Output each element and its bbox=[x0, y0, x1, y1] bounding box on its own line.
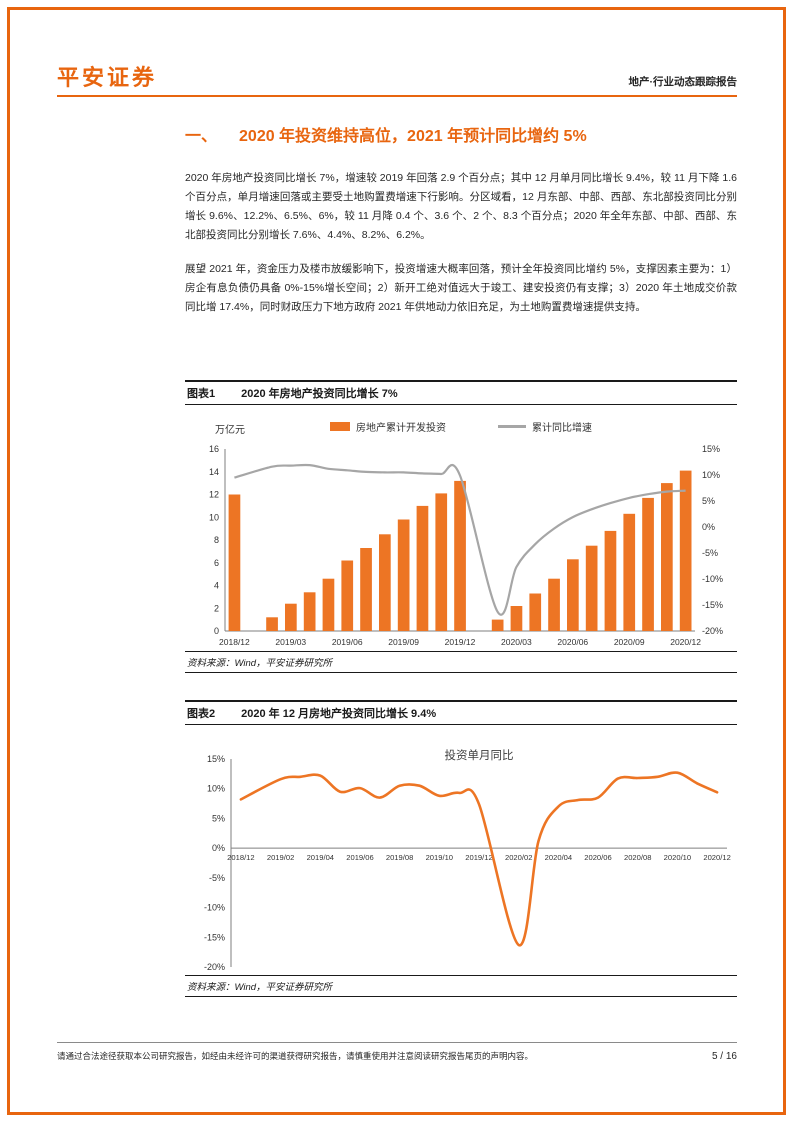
svg-text:-5%: -5% bbox=[209, 873, 225, 883]
report-body: 一、 2020 年投资维持高位，2021 年预计同比增约 5% 2020 年房地产… bbox=[185, 127, 737, 332]
svg-text:10%: 10% bbox=[702, 470, 720, 480]
figure2-chart-area: 投资单月同比 15% 10% 5% 0% -5% -10% -15% -20% 2018/12 2… bbox=[185, 725, 737, 975]
header-rule bbox=[57, 95, 737, 97]
legend-bar-label: 房地产累计开发投资 bbox=[356, 423, 446, 434]
svg-text:2020/04: 2020/04 bbox=[545, 853, 572, 862]
svg-text:-15%: -15% bbox=[702, 600, 723, 610]
svg-text:2: 2 bbox=[214, 603, 219, 613]
svg-text:2020/03: 2020/03 bbox=[501, 637, 532, 647]
svg-text:0%: 0% bbox=[212, 843, 225, 853]
section-title: 一、 2020 年投资维持高位，2021 年预计同比增约 5% bbox=[185, 127, 737, 147]
svg-text:2019/10: 2019/10 bbox=[426, 853, 453, 862]
figure1: 图表1 2020 年房地产投资同比增长 7% 房地产累计开发投资 累计同比增速 … bbox=[185, 380, 737, 673]
legend-line-label: 累计同比增速 bbox=[532, 423, 592, 434]
svg-text:2020/12: 2020/12 bbox=[703, 853, 730, 862]
figure2-chart-title: 投资单月同比 bbox=[444, 750, 514, 762]
svg-text:0: 0 bbox=[214, 626, 219, 636]
svg-text:2020/02: 2020/02 bbox=[505, 853, 532, 862]
svg-text:2019/06: 2019/06 bbox=[346, 853, 373, 862]
svg-text:-20%: -20% bbox=[204, 962, 225, 972]
svg-text:10: 10 bbox=[209, 512, 219, 522]
svg-text:2020/10: 2020/10 bbox=[664, 853, 691, 862]
figure1-title: 2020 年房地产投资同比增长 7% bbox=[241, 388, 398, 400]
svg-text:4: 4 bbox=[214, 581, 219, 591]
figure2: 图表2 2020 年 12 月房地产投资同比增长 9.4% 投资单月同比 15%… bbox=[185, 700, 737, 997]
line-swatch-icon bbox=[498, 425, 526, 428]
section-number: 一、 bbox=[185, 128, 218, 145]
svg-text:2018/12: 2018/12 bbox=[227, 853, 254, 862]
figure2-header: 图表2 2020 年 12 月房地产投资同比增长 9.4% bbox=[185, 702, 737, 725]
svg-text:-5%: -5% bbox=[702, 548, 718, 558]
svg-text:2020/08: 2020/08 bbox=[624, 853, 651, 862]
svg-text:8: 8 bbox=[214, 535, 219, 545]
figure1-label: 图表1 bbox=[187, 388, 216, 400]
figure1-source: 资料来源：Wind，平安证券研究所 bbox=[185, 651, 737, 673]
footer-disclaimer: 请通过合法途径获取本公司研究报告，如经由未经许可的渠道获得研究报告，请慎重使用并… bbox=[57, 1051, 534, 1061]
legend-item-bar: 房地产累计开发投资 bbox=[330, 419, 446, 434]
svg-text:2019/06: 2019/06 bbox=[332, 637, 363, 647]
svg-text:-15%: -15% bbox=[204, 932, 225, 942]
svg-text:2019/02: 2019/02 bbox=[267, 853, 294, 862]
figure2-title: 2020 年 12 月房地产投资同比增长 9.4% bbox=[241, 708, 437, 720]
page-footer: 请通过合法途径获取本公司研究报告，如经由未经许可的渠道获得研究报告，请慎重使用并… bbox=[57, 1042, 737, 1062]
svg-text:16: 16 bbox=[209, 444, 219, 454]
svg-text:10%: 10% bbox=[207, 784, 225, 794]
bar-swatch-icon bbox=[330, 422, 350, 431]
svg-text:2019/04: 2019/04 bbox=[307, 853, 334, 862]
figure1-unit-label: 万亿元 bbox=[215, 425, 245, 436]
footer-row: 请通过合法途径获取本公司研究报告，如经由未经许可的渠道获得研究报告，请慎重使用并… bbox=[57, 1050, 737, 1062]
footer-rule bbox=[57, 1042, 737, 1043]
pingan-securities-logo: 平安证券 bbox=[57, 65, 158, 90]
paragraph-investment-summary: 2020 年房地产投资同比增长 7%，增速较 2019 年回落 2.9 个百分点… bbox=[185, 172, 737, 241]
svg-text:2020/09: 2020/09 bbox=[614, 637, 645, 647]
svg-text:6: 6 bbox=[214, 558, 219, 568]
svg-text:2019/09: 2019/09 bbox=[388, 637, 419, 647]
svg-text:5%: 5% bbox=[212, 813, 225, 823]
svg-text:5%: 5% bbox=[702, 496, 715, 506]
svg-text:2019/08: 2019/08 bbox=[386, 853, 413, 862]
svg-text:15%: 15% bbox=[207, 754, 225, 764]
svg-text:2020/06: 2020/06 bbox=[557, 637, 588, 647]
figure1-legend: 房地产累计开发投资 累计同比增速 bbox=[185, 419, 737, 434]
figure2-line-chart: 15% 10% 5% 0% -5% -10% -15% -20% 2018/12 2019/02 2… bbox=[204, 754, 731, 972]
legend-item-line: 累计同比增速 bbox=[498, 419, 592, 434]
figure1-chart-area: 房地产累计开发投资 累计同比增速 万亿元 16 14 12 10 8 6 4 2 0 15% 10%… bbox=[185, 405, 737, 651]
svg-text:2019/12: 2019/12 bbox=[465, 853, 492, 862]
svg-text:0%: 0% bbox=[702, 522, 715, 532]
svg-text:2020/12: 2020/12 bbox=[670, 637, 701, 647]
svg-text:14: 14 bbox=[209, 467, 219, 477]
report-type-label: 地产·行业动态跟踪报告 bbox=[628, 76, 738, 88]
svg-text:-10%: -10% bbox=[702, 574, 723, 584]
svg-text:15%: 15% bbox=[702, 444, 720, 454]
svg-text:2019/12: 2019/12 bbox=[445, 637, 476, 647]
svg-text:2020/06: 2020/06 bbox=[584, 853, 611, 862]
page-number: 5 / 16 bbox=[711, 1051, 737, 1062]
figure1-combo-chart: 161412108642015%10%5%0%-5%-10%-15%-20%20… bbox=[209, 444, 723, 647]
section-title-text: 2020 年投资维持高位，2021 年预计同比增约 5% bbox=[239, 128, 587, 145]
figure2-source: 资料来源：Wind，平安证券研究所 bbox=[185, 975, 737, 997]
svg-text:2019/03: 2019/03 bbox=[275, 637, 306, 647]
report-header: 平安证券 地产·行业动态跟踪报告 bbox=[57, 60, 737, 92]
figure2-label: 图表2 bbox=[187, 708, 216, 720]
svg-text:-20%: -20% bbox=[702, 626, 723, 636]
svg-text:12: 12 bbox=[209, 490, 219, 500]
figure1-header: 图表1 2020 年房地产投资同比增长 7% bbox=[185, 382, 737, 405]
svg-text:2018/12: 2018/12 bbox=[219, 637, 250, 647]
paragraph-outlook-2021: 展望 2021 年，资金压力及楼市放缓影响下，投资增速大概率回落，预计全年投资同… bbox=[185, 263, 737, 313]
svg-text:-10%: -10% bbox=[204, 903, 225, 913]
